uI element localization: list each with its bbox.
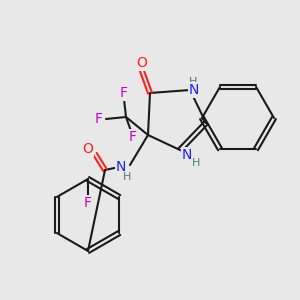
Text: H: H bbox=[189, 77, 197, 87]
Text: N: N bbox=[189, 83, 199, 97]
Text: F: F bbox=[95, 112, 103, 126]
Text: F: F bbox=[129, 130, 137, 144]
Text: O: O bbox=[136, 56, 147, 70]
Text: O: O bbox=[82, 142, 93, 156]
Text: F: F bbox=[84, 196, 92, 210]
Text: F: F bbox=[120, 86, 128, 100]
Text: H: H bbox=[192, 158, 200, 168]
Text: H: H bbox=[123, 172, 131, 182]
Text: N: N bbox=[182, 148, 192, 162]
Text: N: N bbox=[116, 160, 126, 174]
